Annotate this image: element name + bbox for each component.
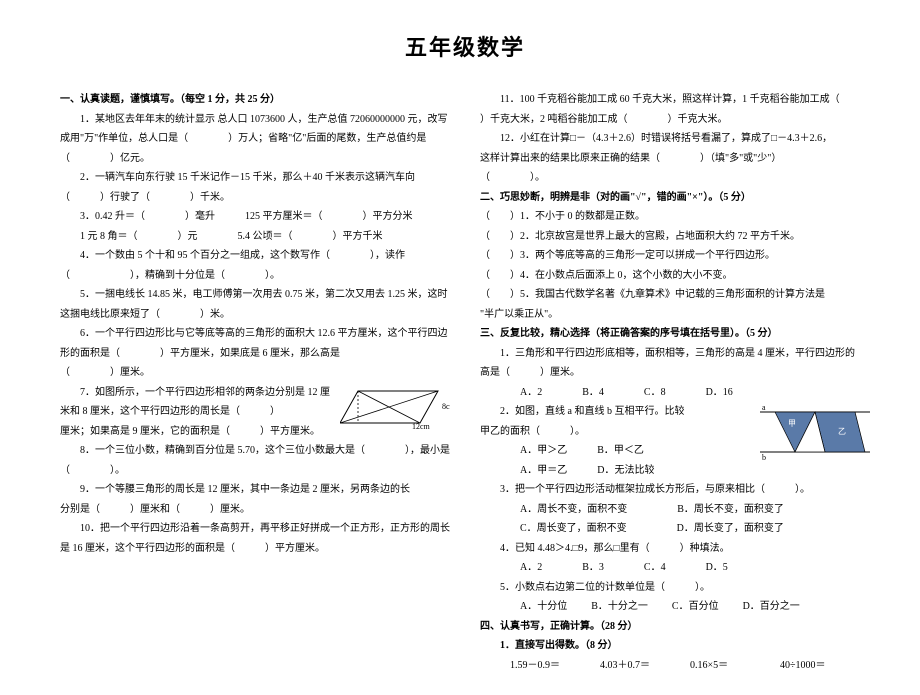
calc2: 4.03＋0.7＝ bbox=[600, 656, 690, 676]
c4-opt-a: A．2 bbox=[520, 558, 542, 578]
q6b: （ ）厘米。 bbox=[60, 363, 450, 383]
q3b: 1 元 8 角＝（ ）元 5.4 公顷＝（ ）平方千米 bbox=[60, 227, 450, 247]
q12c: （ ）。 bbox=[480, 168, 870, 188]
q6a: 6．一个平行四边形比与它等底等高的三角形的面积大 12.6 平方厘米，这个平行四… bbox=[60, 324, 450, 363]
q10: 10．把一个平行四边形沿着一条高剪开，再平移正好拼成一个正方形，正方形的周长是 … bbox=[60, 519, 450, 558]
q11b: ）千克大米，2 吨稻谷能加工成（ ）千克大米。 bbox=[480, 110, 870, 130]
j1: （ ）1．不小于 0 的数都是正数。 bbox=[480, 207, 870, 227]
calc1: 1.59－0.9＝ bbox=[510, 656, 600, 676]
c4-opt-c: C．4 bbox=[644, 558, 666, 578]
right-column: 11．100 千克稻谷能加工成 60 千克大米，照这样计算，1 千克稻谷能加工成… bbox=[480, 90, 870, 675]
q2b: （ ）行驶了（ ）千米。 bbox=[60, 188, 450, 208]
j5b: "半广以乘正从"。 bbox=[480, 305, 870, 325]
q8: 8．一个三位小数，精确到百分位是 5.70，这个三位小数最大是（ ），最小是（ … bbox=[60, 441, 450, 480]
q5: 5．一捆电线长 14.85 米，电工师傅第一次用去 0.75 米，第二次又用去 … bbox=[60, 285, 450, 324]
calc-head: 1．直接写出得数。（8 分） bbox=[480, 636, 870, 656]
page-title: 五年级数学 bbox=[60, 30, 870, 62]
c1-opt-b: B．4 bbox=[582, 383, 604, 403]
j2: （ ）2．北京故宫是世界上最大的宫殿，占地面积大约 72 平方千米。 bbox=[480, 227, 870, 247]
c5-opt-d: D．百分之一 bbox=[743, 597, 800, 617]
section2-head: 二、巧思妙断，明辨是非（对的画"√"，错的画"×"）。（5 分） bbox=[480, 188, 870, 208]
c4-opt-b: B．3 bbox=[582, 558, 604, 578]
c1-opt-c: C．8 bbox=[644, 383, 666, 403]
c3-opt-d: D．周长变了，面积变了 bbox=[677, 519, 784, 539]
c5: 5．小数点右边第二位的计数单位是（ ）。 bbox=[480, 578, 870, 598]
calc4: 40÷1000＝ bbox=[780, 656, 870, 676]
section3-head: 三、反复比较，精心选择（将正确答案的序号填在括号里）。（5 分） bbox=[480, 324, 870, 344]
q11a: 11．100 千克稻谷能加工成 60 千克大米，照这样计算，1 千克稻谷能加工成… bbox=[480, 90, 870, 110]
c4: 4．已知 4.48＞4.□9，那么□里有（ ）种填法。 bbox=[480, 539, 870, 559]
j3: （ ）3．两个等底等高的三角形一定可以拼成一个平行四边形。 bbox=[480, 246, 870, 266]
c2-opt-d: D．无法比较 bbox=[597, 461, 654, 481]
parallelogram-figure: 8cm 12cm bbox=[340, 385, 450, 429]
fig2-b: b bbox=[762, 453, 766, 462]
left-column: 一、认真读题，谨慎填写。（每空 1 分，共 25 分） 1．某地区去年年末的统计… bbox=[60, 90, 450, 675]
c1-opt-a: A．2 bbox=[520, 383, 542, 403]
fig1-12cm: 12cm bbox=[412, 422, 431, 429]
calc3: 0.16×5＝ bbox=[690, 656, 780, 676]
c5-opt-b: B．十分之一 bbox=[591, 597, 648, 617]
j4: （ ）4．在小数点后面添上 0，这个小数的大小不变。 bbox=[480, 266, 870, 286]
q1: 1．某地区去年年末的统计显示 总人口 1073600 人，生产总值 720600… bbox=[60, 110, 450, 169]
q4b: （ ），精确到十分位是（ ）。 bbox=[60, 266, 450, 286]
c3-opt-b: B．周长不变，面积变了 bbox=[677, 500, 784, 520]
q12a: 12．小红在计算□－（4.3＋2.6）时错误将括号看漏了，算成了□－4.3＋2.… bbox=[480, 129, 870, 149]
c3-opt-a: A．周长不变，面积不变 bbox=[520, 500, 627, 520]
section1-head: 一、认真读题，谨慎填写。（每空 1 分，共 25 分） bbox=[60, 90, 450, 110]
c1b: 高是（ ）厘米。 bbox=[480, 363, 870, 383]
c2-opt-c: A．甲＝乙 bbox=[520, 461, 567, 481]
q9a: 9．一个等腰三角形的周长是 12 厘米，其中一条边是 2 厘米，另两条边的长 bbox=[60, 480, 450, 500]
fig2-jia: 甲 bbox=[788, 419, 796, 428]
c2-opt-a: A．甲＞乙 bbox=[520, 441, 567, 461]
q3a: 3．0.42 升＝（ ）毫升 125 平方厘米＝（ ）平方分米 bbox=[60, 207, 450, 227]
c1a: 1．三角形和平行四边形底相等，面积相等，三角形的高是 4 厘米，平行四边形的 bbox=[480, 344, 870, 364]
fig1-8cm: 8cm bbox=[442, 402, 450, 411]
j5a: （ ）5．我国古代数学名著《九章算术》中记载的三角形面积的计算方法是 bbox=[480, 285, 870, 305]
parallel-lines-figure: a b 甲 乙 bbox=[760, 404, 870, 462]
q9b: 分别是（ ）厘米和（ ）厘米。 bbox=[60, 500, 450, 520]
fig2-a: a bbox=[762, 404, 766, 412]
c5-opt-c: C．百分位 bbox=[672, 597, 719, 617]
q4a: 4．一个数由 5 个十和 95 个百分之一组成，这个数写作（ ），读作 bbox=[60, 246, 450, 266]
c4-opt-d: D．5 bbox=[706, 558, 728, 578]
c2-opt-b: B．甲＜乙 bbox=[597, 441, 644, 461]
c1-opt-d: D．16 bbox=[706, 383, 733, 403]
q12b: 这样计算出来的结果比原来正确的结果（ ）（填"多"或"少"） bbox=[480, 149, 870, 169]
c3: 3．把一个平行四边形活动框架拉成长方形后，与原来相比（ ）。 bbox=[480, 480, 870, 500]
c3-opt-c: C．周长变了，面积不变 bbox=[520, 519, 627, 539]
c5-opt-a: A．十分位 bbox=[520, 597, 567, 617]
fig2-yi: 乙 bbox=[838, 427, 846, 436]
q2a: 2．一辆汽车向东行驶 15 千米记作－15 千米，那么＋40 千米表示这辆汽车向 bbox=[60, 168, 450, 188]
section4-head: 四、认真书写，正确计算。（28 分） bbox=[480, 617, 870, 637]
